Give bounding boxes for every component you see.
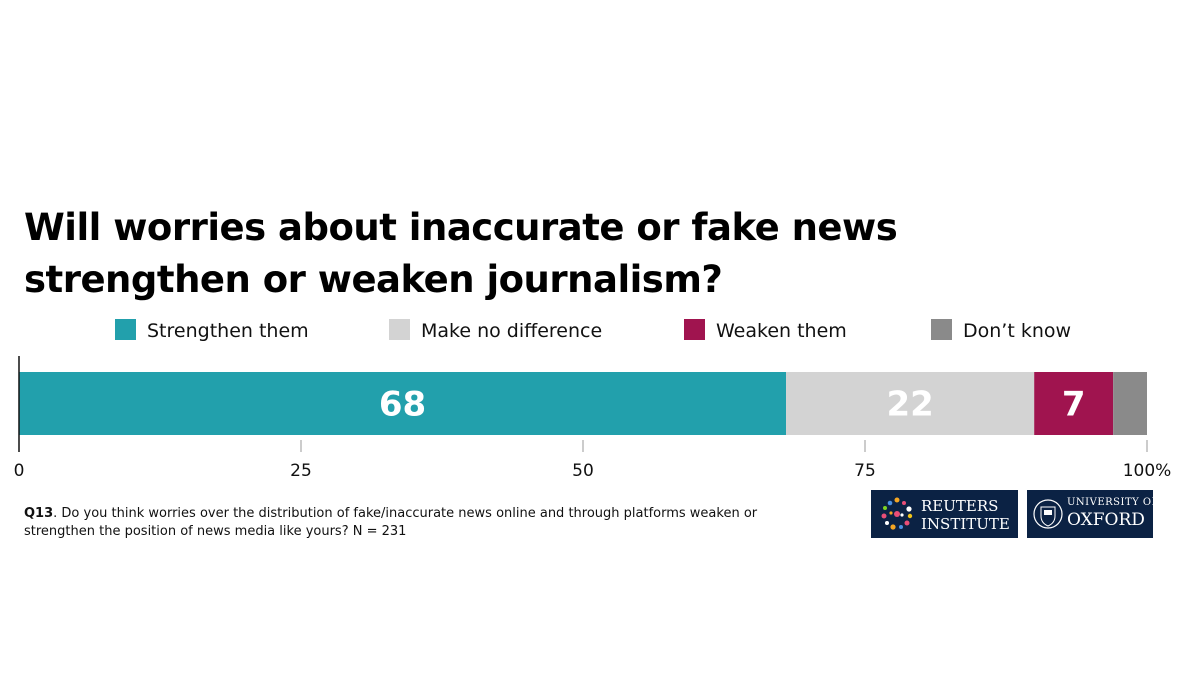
data-label-strengthen-them: 68 <box>379 385 426 425</box>
tick-label-25: 25 <box>290 461 312 481</box>
bar-segment-weaken-them <box>1034 372 1114 435</box>
stacked-bar-chart: Strengthen them Make no difference Weaken … <box>14 319 1172 481</box>
bar-segment-strengthen-them <box>19 372 787 435</box>
bar-segment-make-no-difference <box>786 372 1035 435</box>
oxford-crest-icon <box>1033 499 1063 529</box>
tick-label-50: 50 <box>572 461 594 481</box>
reuters-line2: INSTITUTE <box>921 515 1010 533</box>
reuters-line1: REUTERS <box>921 497 999 515</box>
legend-label-don-t-know: Don’t know <box>963 320 1071 342</box>
legend-label-weaken-them: Weaken them <box>716 320 847 342</box>
chart-bars: 68 22 7 <box>19 372 1147 435</box>
oxford-line1: UNIVERSITY OF <box>1067 497 1160 508</box>
legend-swatch-strengthen-them <box>115 319 136 340</box>
reuters-dots-icon <box>881 497 913 530</box>
chart-legend: Strengthen them Make no difference Weaken … <box>115 319 1071 342</box>
data-label-make-no-difference: 22 <box>886 385 933 425</box>
question-note: Q13. Do you think worries over the distr… <box>24 505 804 541</box>
x-axis: 0 25 50 75 100% <box>14 356 1172 481</box>
tick-label-0: 0 <box>14 461 25 481</box>
question-number: Q13 <box>24 506 54 521</box>
tick-label-100: 100% <box>1123 461 1172 481</box>
oxford-line2: OXFORD <box>1067 510 1145 530</box>
question-text: . Do you think worries over the distribu… <box>24 506 758 539</box>
university-of-oxford-logo: UNIVERSITY OF OXFORD <box>1027 490 1159 538</box>
reuters-institute-logo: REUTERS INSTITUTE <box>871 490 1018 538</box>
bar-segment-don-t-know <box>1113 372 1147 435</box>
data-label-weaken-them: 7 <box>1062 385 1086 425</box>
legend-label-strengthen-them: Strengthen them <box>147 320 309 342</box>
legend-swatch-don-t-know <box>931 319 952 340</box>
legend-swatch-make-no-difference <box>389 319 410 340</box>
chart-title-line1: Will worries about inaccurate or fake ne… <box>24 206 898 249</box>
chart-title: Will worries about inaccurate or fake ne… <box>24 202 924 306</box>
tick-label-75: 75 <box>854 461 876 481</box>
legend-swatch-weaken-them <box>684 319 705 340</box>
legend-label-make-no-difference: Make no difference <box>421 320 602 342</box>
chart-title-line2: strengthen or weaken journalism? <box>24 258 723 301</box>
